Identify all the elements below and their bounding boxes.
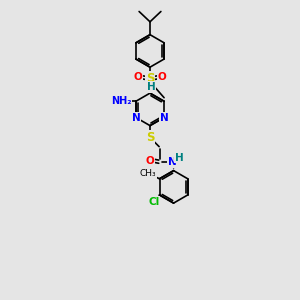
Text: N: N (168, 157, 177, 167)
Text: NH₂: NH₂ (111, 96, 131, 106)
Text: S: S (146, 72, 154, 85)
Text: N: N (160, 112, 168, 122)
Text: N: N (132, 112, 140, 122)
Text: H: H (175, 153, 183, 163)
Text: O: O (158, 72, 167, 82)
Text: S: S (146, 131, 154, 144)
Text: CH₃: CH₃ (140, 169, 156, 178)
Text: H: H (147, 82, 155, 92)
Text: O: O (133, 72, 142, 82)
Text: O: O (146, 156, 154, 166)
Text: Cl: Cl (148, 197, 160, 207)
